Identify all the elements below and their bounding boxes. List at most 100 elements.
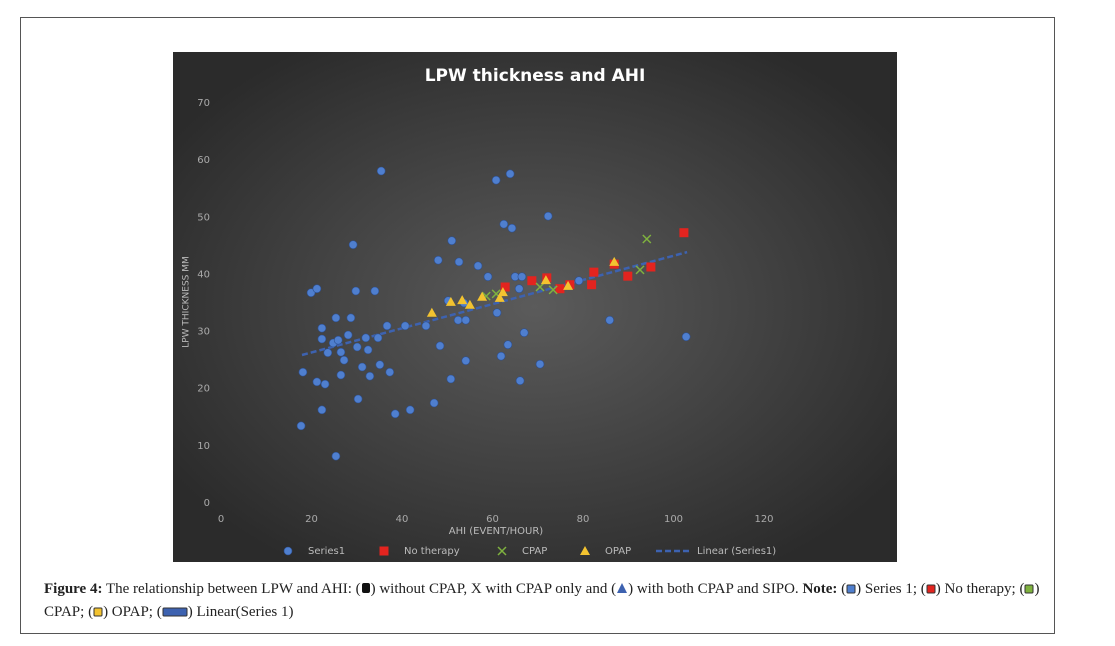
- chart-title: LPW thickness and AHI: [425, 66, 646, 86]
- point: [390, 409, 400, 419]
- point: [461, 356, 471, 366]
- point: [679, 228, 689, 238]
- x-tick-label: 0: [218, 514, 224, 525]
- point: [447, 236, 457, 246]
- caption-text: ) with both CPAP and SIPO.: [628, 581, 803, 597]
- point: [336, 370, 346, 380]
- point: [317, 323, 327, 333]
- point: [507, 223, 517, 233]
- point: [421, 321, 431, 331]
- point: [453, 315, 463, 325]
- y-tick-label: 40: [197, 269, 210, 280]
- y-tick-label: 30: [197, 327, 210, 338]
- icon-no-therapy: [926, 584, 936, 594]
- chart-background: [173, 52, 897, 562]
- point: [400, 321, 410, 331]
- caption-text: The relationship between LPW and AHI: (: [102, 581, 361, 597]
- point: [623, 271, 633, 281]
- x-tick-label: 20: [305, 514, 318, 525]
- point: [492, 308, 502, 318]
- point: [357, 362, 367, 372]
- point: [320, 379, 330, 389]
- point: [505, 169, 515, 179]
- point: [333, 335, 343, 345]
- point: [317, 334, 327, 344]
- point: [339, 355, 349, 365]
- point: [435, 341, 445, 351]
- x-tick-label: 100: [664, 514, 683, 525]
- caption: Figure 4: The relationship between LPW a…: [44, 578, 1054, 624]
- point: [543, 211, 553, 221]
- point: [605, 315, 614, 325]
- icon-triangle: [617, 583, 628, 593]
- legend-label: Linear (Series1): [697, 546, 776, 557]
- point: [517, 272, 527, 282]
- x-tick-label: 40: [396, 514, 409, 525]
- point: [496, 351, 506, 361]
- point: [331, 313, 341, 323]
- point: [385, 367, 395, 377]
- caption-text: ) No therapy; (: [935, 581, 1025, 597]
- legend-label: OPAP: [605, 546, 631, 557]
- point: [548, 285, 558, 295]
- x-tick-label: 120: [754, 514, 773, 525]
- point: [343, 330, 353, 340]
- point: [298, 367, 308, 377]
- point: [363, 345, 373, 355]
- point: [365, 371, 375, 381]
- point: [373, 333, 383, 343]
- caption-text: ) OPAP; (: [103, 604, 162, 620]
- point: [429, 398, 439, 408]
- point: [646, 262, 656, 272]
- point: [346, 313, 356, 323]
- point: [609, 256, 620, 266]
- point: [527, 276, 537, 286]
- point: [500, 282, 510, 292]
- point: [535, 282, 545, 292]
- point: [336, 347, 346, 357]
- point: [555, 284, 565, 294]
- point: [497, 287, 508, 297]
- y-tick-label: 20: [197, 384, 210, 395]
- point: [370, 286, 380, 296]
- caption-label: Figure 4:: [44, 581, 103, 597]
- point: [535, 359, 545, 369]
- point: [563, 280, 574, 290]
- point: [642, 234, 652, 244]
- point: [351, 286, 361, 296]
- caption-text: ) Series 1; (: [856, 581, 926, 597]
- point: [477, 291, 488, 301]
- point: [296, 421, 306, 431]
- point: [375, 360, 385, 370]
- legend-swatch: [580, 546, 590, 555]
- legend-swatch: [497, 546, 507, 556]
- point: [461, 315, 471, 325]
- point: [494, 292, 505, 302]
- point: [348, 240, 358, 250]
- point: [317, 405, 327, 415]
- point: [681, 332, 691, 342]
- point: [540, 275, 551, 285]
- legend-label: No therapy: [404, 546, 460, 557]
- point: [433, 255, 443, 265]
- legend-label: Series1: [308, 546, 345, 557]
- legend-swatch: [283, 546, 293, 556]
- icon-cpap: [1024, 584, 1034, 594]
- caption-text: ) Linear(Series 1): [187, 604, 294, 620]
- y-tick-label: 0: [204, 498, 210, 509]
- point: [312, 284, 322, 294]
- caption-text: ) without CPAP, X with CPAP only and (: [370, 581, 617, 597]
- point: [499, 219, 509, 229]
- icon-linear: [162, 607, 188, 617]
- y-axis-label: LPW THICKNESS MM: [182, 256, 192, 348]
- y-tick-label: 60: [197, 155, 210, 166]
- point: [457, 295, 468, 305]
- point: [323, 348, 333, 358]
- point: [491, 175, 501, 185]
- y-tick-label: 50: [197, 212, 210, 223]
- icon-series1: [846, 584, 856, 594]
- legend-swatch: [379, 546, 389, 556]
- point: [312, 377, 322, 387]
